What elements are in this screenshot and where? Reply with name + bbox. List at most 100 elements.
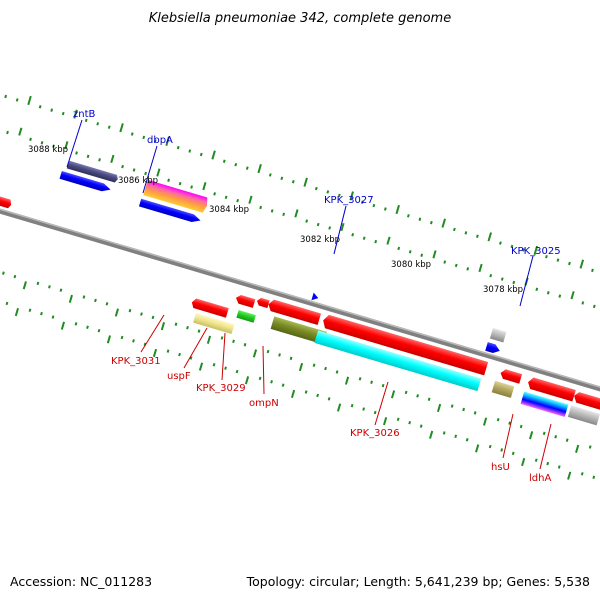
major-tick	[106, 335, 112, 344]
minor-tick	[52, 144, 55, 148]
major-tick	[294, 209, 299, 218]
minor-tick	[500, 448, 504, 452]
gene-dbpA-box	[143, 179, 208, 213]
map-title: Klebsiella pneumoniae 342, complete geno…	[149, 11, 451, 26]
major-tick	[27, 95, 32, 106]
minor-tick	[499, 241, 502, 245]
kbp-label-3080: 3080 kbp	[391, 260, 431, 270]
minor-tick	[408, 250, 412, 254]
minor-tick	[442, 431, 446, 435]
major-tick	[487, 232, 493, 242]
minor-tick	[568, 261, 571, 266]
minor-tick	[558, 294, 562, 298]
minor-tick	[234, 162, 238, 167]
major-tick	[252, 349, 258, 358]
minor-tick	[5, 301, 9, 306]
label-KPK-3031: KPK_3031	[111, 356, 161, 367]
major-tick	[160, 322, 166, 331]
minor-tick	[522, 248, 525, 252]
minor-tick	[97, 328, 101, 333]
minor-tick	[450, 404, 454, 408]
major-tick	[290, 389, 296, 399]
minor-tick	[335, 370, 339, 374]
minor-tick	[48, 285, 51, 289]
major-tick	[529, 431, 534, 440]
minor-tick	[591, 268, 594, 273]
minor-tick	[360, 200, 364, 204]
minor-tick	[374, 239, 378, 244]
gene-uspF-arrow	[236, 295, 256, 308]
minor-tick	[462, 407, 466, 412]
minor-tick	[362, 407, 366, 411]
major-tick	[533, 245, 539, 256]
major-tick	[432, 250, 437, 259]
minor-tick	[28, 308, 32, 312]
minor-tick	[74, 322, 78, 326]
minor-tick	[337, 193, 341, 198]
minor-tick	[419, 424, 423, 428]
minor-tick	[40, 311, 43, 316]
minor-tick	[291, 180, 295, 184]
minor-tick	[199, 152, 203, 157]
gene-ldhA-arrow	[528, 377, 576, 402]
minor-tick	[213, 192, 217, 196]
minor-tick	[314, 186, 318, 191]
major-tick	[152, 348, 158, 358]
minor-tick	[13, 274, 17, 279]
minor-tick	[427, 397, 431, 401]
gene-zntB-arrow	[59, 171, 111, 192]
major-tick	[257, 164, 262, 174]
minor-tick	[186, 325, 189, 330]
minor-tick	[151, 315, 155, 320]
minor-tick	[535, 287, 539, 292]
minor-tick	[15, 98, 19, 102]
minor-tick	[372, 203, 376, 208]
major-tick	[114, 308, 120, 317]
tick-marks	[2, 94, 596, 480]
minor-tick	[557, 465, 561, 469]
label-zntB: zntB	[73, 109, 96, 120]
minor-tick	[351, 233, 355, 237]
minor-tick	[489, 273, 493, 278]
minor-tick	[534, 458, 538, 462]
minor-tick	[326, 190, 330, 194]
kbp-label-3082: 3082 kbp	[300, 235, 340, 245]
major-tick	[22, 281, 27, 290]
major-tick	[575, 444, 580, 453]
gene-hsU-box	[491, 380, 515, 398]
minor-tick	[75, 151, 78, 155]
minor-tick	[128, 308, 132, 313]
major-tick	[579, 259, 585, 269]
minor-tick	[546, 290, 550, 295]
major-tick	[165, 136, 170, 146]
minor-tick	[496, 417, 500, 422]
minor-tick	[466, 267, 470, 271]
minor-tick	[51, 315, 55, 319]
minor-tick	[278, 353, 281, 357]
minor-tick	[94, 298, 97, 303]
forward-genes	[0, 160, 507, 353]
minor-tick	[258, 376, 262, 381]
minor-tick	[220, 336, 224, 340]
major-tick	[436, 403, 442, 413]
minor-tick	[105, 302, 109, 306]
bottom-leader-lines	[140, 314, 552, 470]
minor-tick	[2, 271, 5, 275]
major-tick	[382, 417, 388, 426]
major-tick	[303, 177, 308, 187]
major-tick	[202, 182, 207, 191]
minor-tick	[316, 222, 320, 227]
minor-tick	[82, 295, 86, 299]
minor-tick	[29, 137, 32, 142]
minor-tick	[488, 444, 492, 449]
major-tick	[68, 294, 73, 304]
gene-hsU-arrow	[500, 369, 523, 384]
minor-tick	[362, 236, 366, 240]
minor-tick	[178, 352, 181, 357]
label-uspF: uspF	[167, 371, 191, 382]
minor-tick	[580, 472, 584, 476]
major-tick	[349, 191, 354, 201]
minor-tick	[98, 158, 101, 162]
minor-tick	[511, 451, 515, 456]
major-tick	[567, 471, 572, 480]
